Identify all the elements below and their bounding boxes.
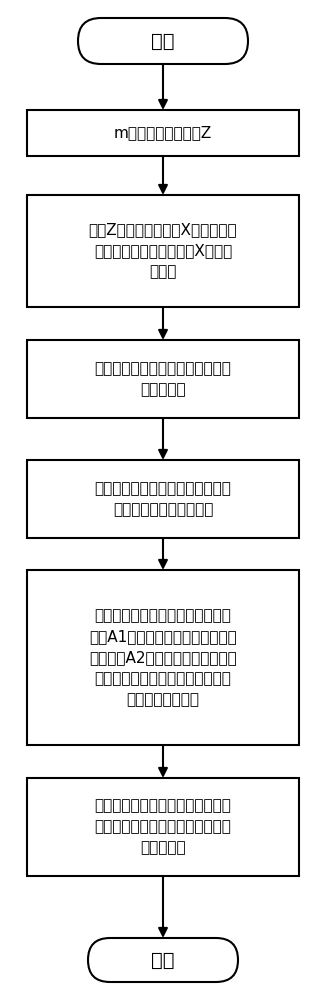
Text: 开始: 开始	[151, 31, 175, 50]
Text: 采样信号进行周期分组后作差，作
差后数据与序列相关运算: 采样信号进行周期分组后作差，作 差后数据与序列相关运算	[95, 481, 231, 517]
FancyBboxPatch shape	[88, 938, 238, 982]
FancyBboxPatch shape	[27, 110, 299, 156]
Text: 结束: 结束	[151, 950, 175, 970]
FancyBboxPatch shape	[27, 570, 299, 745]
FancyBboxPatch shape	[27, 460, 299, 538]
Text: 序列Z编码成同步序列X，发送端依
据工频过零点和同步序列X投切特
征电流: 序列Z编码成同步序列X，发送端依 据工频过零点和同步序列X投切特 征电流	[89, 223, 237, 279]
Text: 判断最大值对应的相关值正负，正
值表示电流方向为正，负值表示电
流方向为负: 判断最大值对应的相关值正负，正 值表示电流方向为正，负值表示电 流方向为负	[95, 798, 231, 856]
FancyBboxPatch shape	[27, 195, 299, 307]
FancyBboxPatch shape	[27, 778, 299, 876]
Text: m序列扩频得到序列Z: m序列扩频得到序列Z	[114, 125, 212, 140]
Text: 将运算结果取绝对值，将最大值与
阈值A1比较，最大值和第二大值差
值与阈值A2比较，若两者都大于阈
值，则判定该段电流信号有信息传
输，完成通信同步: 将运算结果取绝对值，将最大值与 阈值A1比较，最大值和第二大值差 值与阈值A2比…	[89, 608, 237, 707]
Text: 接收端对经高通滤波器后的电流信
号进行采样: 接收端对经高通滤波器后的电流信 号进行采样	[95, 361, 231, 397]
FancyBboxPatch shape	[27, 340, 299, 418]
FancyBboxPatch shape	[78, 18, 248, 64]
